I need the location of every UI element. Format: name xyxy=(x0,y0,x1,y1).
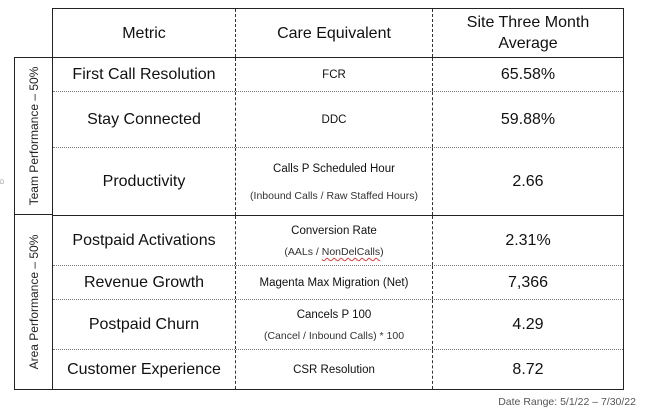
header-care-label: Care Equivalent xyxy=(277,24,391,42)
header-average-line1: Site Three Month xyxy=(466,14,590,31)
metrics-table: Metric Care Equivalent Site Three Month … xyxy=(52,8,624,390)
table-row: Customer Experience CSR Resolution 8.72 xyxy=(53,350,623,389)
care-cell: Conversion Rate (AALs / NonDelCalls) xyxy=(235,216,433,265)
care-equivalent: Conversion Rate xyxy=(291,225,377,238)
care-equivalent: FCR xyxy=(322,68,346,81)
metric-cell: Postpaid Churn xyxy=(53,300,235,349)
value-cell: 8.72 xyxy=(433,350,623,389)
value-cell: 4.29 xyxy=(433,300,623,349)
care-cell: Cancels P 100 (Cancel / Inbound Calls) *… xyxy=(235,300,433,349)
care-formula: (Inbound Calls / Raw Staffed Hours) xyxy=(250,189,418,202)
care-cell: Calls P Scheduled Hour (Inbound Calls / … xyxy=(235,148,433,215)
header-care: Care Equivalent xyxy=(235,9,433,57)
average-value: 8.72 xyxy=(512,360,544,378)
value-cell: 59.88% xyxy=(433,92,623,147)
table-row: Productivity Calls P Scheduled Hour (Inb… xyxy=(53,148,623,216)
table-header-row: Metric Care Equivalent Site Three Month … xyxy=(53,9,623,58)
care-equivalent: Cancels P 100 xyxy=(296,309,372,322)
care-cell: Magenta Max Migration (Net) xyxy=(235,266,433,299)
table-row: Postpaid Churn Cancels P 100 (Cancel / I… xyxy=(53,300,623,350)
care-formula-spellcheck-word: NonDelCalls xyxy=(321,245,381,258)
value-cell: 7,366 xyxy=(433,266,623,299)
header-metric: Metric xyxy=(53,9,235,57)
care-formula-part: (AALs / xyxy=(284,245,322,258)
metric-name: Stay Connected xyxy=(87,110,201,128)
area-performance-label: Area Performance – 50% xyxy=(26,234,41,370)
date-range-footnote: Date Range: 5/1/22 – 7/30/22 xyxy=(498,396,636,408)
team-performance-label: Team Performance – 50% xyxy=(26,66,41,206)
care-formula-part: ) xyxy=(380,245,384,258)
average-value: 2.66 xyxy=(512,172,544,190)
metric-cell: Postpaid Activations xyxy=(53,216,235,265)
care-formula: (Cancel / Inbound Calls) * 100 xyxy=(263,329,405,342)
metric-cell: First Call Resolution xyxy=(53,58,235,91)
table-row: Postpaid Activations Conversion Rate (AA… xyxy=(53,216,623,266)
average-value: 59.88% xyxy=(500,110,556,128)
metric-name: Productivity xyxy=(102,172,186,190)
care-cell: DDC xyxy=(235,92,433,147)
metric-name: First Call Resolution xyxy=(72,65,216,83)
average-value: 7,366 xyxy=(507,273,549,291)
metric-cell: Productivity xyxy=(53,148,235,215)
table-row: Revenue Growth Magenta Max Migration (Ne… xyxy=(53,266,623,300)
value-cell: 2.31% xyxy=(433,216,623,265)
metric-name: Postpaid Activations xyxy=(72,231,216,249)
average-value: 2.31% xyxy=(505,231,551,249)
care-equivalent: CSR Resolution xyxy=(293,363,375,376)
metric-cell: Stay Connected xyxy=(53,92,235,147)
team-performance-group: Team Performance – 50% xyxy=(14,57,52,215)
table-row: First Call Resolution FCR 65.58% xyxy=(53,58,623,92)
care-formula: (AALs / NonDelCalls) xyxy=(284,246,383,258)
metric-name: Customer Experience xyxy=(67,360,221,378)
average-value: 4.29 xyxy=(512,315,544,333)
care-equivalent: Calls P Scheduled Hour xyxy=(273,163,395,176)
cropped-edge-glyph: D xyxy=(0,180,5,186)
metric-name: Revenue Growth xyxy=(83,273,205,291)
care-cell: FCR xyxy=(235,58,433,91)
care-equivalent: DDC xyxy=(321,113,347,126)
care-equivalent: Magenta Max Migration (Net) xyxy=(259,276,409,289)
area-performance-group: Area Performance – 50% xyxy=(14,215,52,390)
metric-cell: Customer Experience xyxy=(53,350,235,389)
header-average: Site Three Month Average xyxy=(433,9,623,57)
header-metric-label: Metric xyxy=(122,24,166,42)
table-row: Stay Connected DDC 59.88% xyxy=(53,92,623,148)
care-cell: CSR Resolution xyxy=(235,350,433,389)
average-value: 65.58% xyxy=(500,65,556,83)
header-average-line2: Average xyxy=(498,35,558,52)
metric-cell: Revenue Growth xyxy=(53,266,235,299)
metric-name: Postpaid Churn xyxy=(88,315,200,333)
value-cell: 65.58% xyxy=(433,58,623,91)
value-cell: 2.66 xyxy=(433,148,623,215)
group-column: Team Performance – 50% Area Performance … xyxy=(14,57,52,390)
